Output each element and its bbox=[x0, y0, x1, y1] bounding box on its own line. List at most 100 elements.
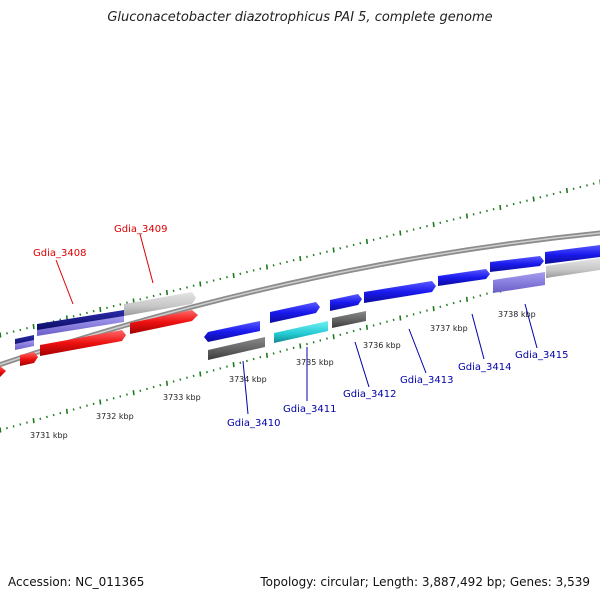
minor-tick bbox=[359, 327, 362, 331]
minor-tick bbox=[59, 411, 62, 415]
minor-tick bbox=[452, 218, 455, 221]
minor-tick bbox=[572, 187, 575, 191]
minor-tick bbox=[212, 369, 215, 372]
tick-label: 3735 kbp bbox=[296, 358, 334, 367]
minor-tick bbox=[279, 262, 282, 265]
gene-feature bbox=[330, 294, 362, 311]
major-tick bbox=[165, 289, 169, 296]
gene-feature bbox=[20, 352, 38, 366]
minor-tick bbox=[419, 311, 422, 314]
minor-tick bbox=[25, 326, 28, 330]
gene-feature bbox=[270, 302, 320, 323]
major-tick bbox=[65, 408, 69, 414]
minor-tick bbox=[172, 289, 175, 293]
gene-feature bbox=[490, 256, 544, 272]
gene-feature bbox=[546, 258, 600, 278]
minor-tick bbox=[592, 182, 595, 185]
gene-feature bbox=[130, 310, 198, 334]
minor-tick bbox=[425, 224, 428, 228]
minor-tick bbox=[219, 277, 222, 281]
minor-tick bbox=[279, 350, 282, 353]
major-tick bbox=[99, 399, 102, 405]
minor-tick bbox=[72, 315, 75, 318]
minor-tick bbox=[19, 423, 22, 426]
minor-tick bbox=[12, 425, 15, 428]
minor-tick bbox=[479, 211, 482, 214]
minor-tick bbox=[312, 341, 315, 344]
minor-tick bbox=[392, 233, 395, 236]
minor-tick bbox=[225, 365, 228, 368]
minor-tick bbox=[52, 413, 55, 417]
minor-tick bbox=[325, 250, 328, 253]
minor-tick bbox=[412, 228, 415, 231]
minor-tick bbox=[585, 184, 588, 187]
tick-label: 3732 kbp bbox=[96, 412, 134, 421]
minor-tick bbox=[445, 219, 448, 223]
gene-label: Gdia_3409 bbox=[114, 224, 167, 235]
minor-tick bbox=[105, 398, 108, 402]
minor-tick bbox=[192, 284, 195, 287]
gene-feature bbox=[208, 337, 265, 360]
tick-label: 3737 kbp bbox=[430, 324, 468, 333]
gene-label: Gdia_3410 bbox=[227, 418, 280, 429]
minor-tick bbox=[19, 328, 22, 332]
minor-tick bbox=[219, 367, 222, 370]
minor-tick bbox=[145, 296, 148, 299]
minor-tick bbox=[492, 207, 495, 211]
minor-tick bbox=[425, 309, 428, 312]
major-tick bbox=[499, 204, 502, 211]
minor-tick bbox=[405, 314, 408, 318]
minor-tick bbox=[339, 247, 342, 250]
major-tick bbox=[232, 272, 235, 279]
forward-strand-genes bbox=[15, 245, 600, 350]
gene-label: Gdia_3412 bbox=[343, 389, 396, 400]
minor-tick bbox=[112, 397, 115, 400]
accession-text: Accession: NC_011365 bbox=[8, 575, 145, 589]
minor-tick bbox=[179, 378, 182, 381]
minor-tick bbox=[285, 348, 288, 351]
minor-tick bbox=[152, 294, 155, 298]
minor-tick bbox=[419, 226, 422, 230]
minor-tick bbox=[79, 313, 82, 316]
gene-feature bbox=[37, 316, 124, 336]
minor-tick bbox=[325, 337, 328, 340]
minor-tick bbox=[352, 329, 355, 333]
minor-tick bbox=[459, 216, 462, 219]
major-tick bbox=[199, 281, 202, 287]
minor-tick bbox=[205, 281, 208, 284]
minor-tick bbox=[552, 192, 555, 196]
major-tick bbox=[399, 230, 402, 236]
major-tick bbox=[365, 324, 369, 330]
minor-tick bbox=[185, 376, 188, 379]
minor-tick bbox=[112, 304, 115, 308]
major-tick bbox=[0, 332, 2, 338]
gene-feature bbox=[332, 311, 366, 328]
major-tick bbox=[265, 264, 269, 270]
minor-tick bbox=[459, 299, 462, 303]
major-tick bbox=[365, 238, 369, 245]
label-leaders bbox=[55, 233, 538, 415]
minor-tick bbox=[239, 361, 242, 365]
minor-tick bbox=[505, 204, 508, 208]
gene-feature bbox=[40, 330, 126, 356]
minor-tick bbox=[472, 213, 475, 216]
major-tick bbox=[165, 380, 169, 386]
minor-tick bbox=[152, 385, 155, 389]
major-tick bbox=[465, 296, 469, 302]
minor-tick bbox=[119, 303, 122, 306]
minor-tick bbox=[472, 296, 475, 299]
major-tick bbox=[532, 196, 535, 202]
minor-tick bbox=[139, 389, 142, 393]
minor-tick bbox=[85, 311, 88, 315]
map-title: Gluconacetobacter diazotrophicus PAI 5, … bbox=[107, 10, 493, 25]
minor-tick bbox=[445, 303, 448, 307]
major-tick bbox=[299, 343, 302, 349]
gene-label: Gdia_3415 bbox=[515, 350, 568, 361]
minor-tick bbox=[385, 320, 388, 323]
minor-tick bbox=[125, 301, 128, 304]
gene-labels: Gdia_3408 Gdia_3409 Gdia_3410 Gdia_3411 … bbox=[33, 224, 568, 429]
minor-tick bbox=[545, 194, 548, 197]
minor-tick bbox=[379, 322, 382, 325]
minor-tick bbox=[212, 279, 215, 282]
minor-tick bbox=[45, 415, 48, 419]
